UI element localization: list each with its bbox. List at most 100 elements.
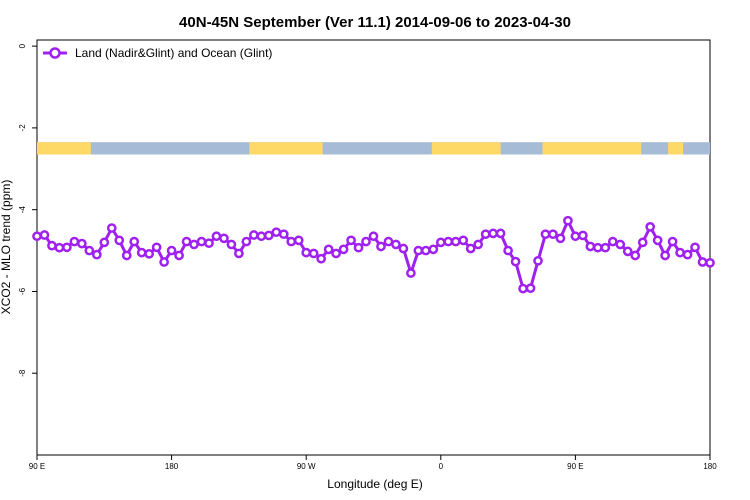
data-point	[219, 233, 229, 244]
land-band-4	[668, 142, 684, 155]
data-point	[346, 235, 356, 246]
land-band-1	[249, 142, 323, 155]
data-point	[181, 236, 192, 247]
data-point	[271, 227, 282, 238]
data-point	[465, 243, 476, 254]
land-band-3	[542, 142, 642, 155]
data-point	[667, 236, 678, 247]
data-point	[548, 229, 558, 240]
data-point	[458, 235, 469, 246]
data-point	[585, 241, 596, 252]
data-point	[174, 250, 184, 261]
data-point	[383, 236, 394, 247]
data-point	[428, 244, 439, 255]
data-point	[338, 244, 349, 255]
data-point	[503, 245, 513, 256]
data-point	[406, 268, 416, 278]
data-point	[690, 242, 700, 253]
x-axis: 90 E 180 90 W 0 90 E 180	[29, 455, 717, 471]
data-point	[592, 242, 603, 253]
data-point	[84, 245, 95, 256]
data-point	[91, 249, 102, 260]
data-point	[77, 238, 87, 249]
data-point	[196, 236, 207, 247]
data-point	[413, 245, 424, 256]
legend-label: Land (Nadir&Glint) and Ocean (Glint)	[75, 46, 272, 60]
data-point	[159, 257, 169, 267]
data-point	[540, 229, 551, 240]
data-point	[54, 242, 65, 253]
data-point	[398, 243, 409, 254]
data-point	[630, 250, 641, 261]
data-point	[99, 237, 110, 248]
data-point	[308, 248, 319, 259]
plot-frame	[36, 39, 711, 456]
data-point	[391, 239, 401, 250]
data-point	[420, 245, 431, 256]
series-layer	[32, 215, 715, 294]
data-point	[645, 222, 656, 232]
x-tick-label: 0	[439, 462, 444, 471]
data-point	[211, 231, 222, 242]
data-point	[525, 283, 536, 294]
data-point	[637, 237, 648, 248]
x-tick-label: 180	[165, 462, 179, 471]
data-point	[106, 223, 117, 233]
data-point	[600, 242, 611, 253]
data-point	[615, 239, 626, 250]
data-point	[293, 235, 304, 246]
land-band-2	[431, 142, 501, 155]
data-point	[533, 255, 543, 266]
data-point	[301, 247, 312, 258]
x-tick-label: 90 E	[567, 462, 583, 471]
data-point	[361, 236, 371, 247]
data-point	[368, 231, 379, 242]
data-point	[204, 238, 214, 249]
data-point	[47, 240, 57, 251]
x-axis-label: Longitude (deg E)	[327, 477, 422, 491]
ocean-band	[37, 142, 710, 155]
data-point	[62, 242, 72, 253]
data-point	[376, 241, 386, 252]
data-point	[316, 253, 327, 264]
data-point	[578, 230, 588, 241]
data-point	[495, 228, 506, 239]
data-point	[129, 236, 140, 247]
data-point	[151, 242, 162, 253]
data-point	[32, 231, 42, 242]
data-point	[353, 242, 364, 253]
data-point	[249, 230, 259, 240]
data-point	[234, 248, 244, 259]
y-tick-label: -4	[18, 206, 27, 214]
data-point	[69, 236, 80, 247]
y-tick-label: -2	[18, 124, 27, 132]
data-point	[323, 244, 334, 255]
data-point	[622, 246, 633, 257]
data-point	[331, 248, 341, 259]
y-tick-label: 0	[18, 43, 27, 48]
data-point	[114, 235, 125, 246]
data-point	[473, 239, 484, 250]
data-point	[555, 233, 566, 244]
data-point	[450, 236, 461, 247]
data-point	[189, 239, 199, 250]
data-point	[121, 250, 132, 261]
data-point	[480, 229, 491, 240]
y-axis-label: XCO2 - MLO trend (ppm)	[0, 180, 13, 315]
legend: Land (Nadir&Glint) and Ocean (Glint)	[43, 46, 272, 60]
data-point	[443, 236, 454, 247]
data-point	[286, 236, 297, 247]
data-point	[256, 231, 267, 242]
land-ocean-strip	[37, 142, 710, 155]
data-point	[510, 256, 521, 267]
x-tick-label: 90 W	[297, 462, 316, 471]
x-tick-label: 90 E	[29, 462, 45, 471]
data-point	[705, 257, 715, 268]
data-point	[226, 239, 237, 250]
y-tick-label: -8	[18, 369, 27, 377]
land-band-0	[37, 142, 91, 155]
data-point	[518, 283, 528, 294]
y-axis: 0 -2 -4 -6 -8	[18, 43, 37, 377]
data-point	[682, 249, 693, 260]
data-point	[652, 235, 663, 246]
